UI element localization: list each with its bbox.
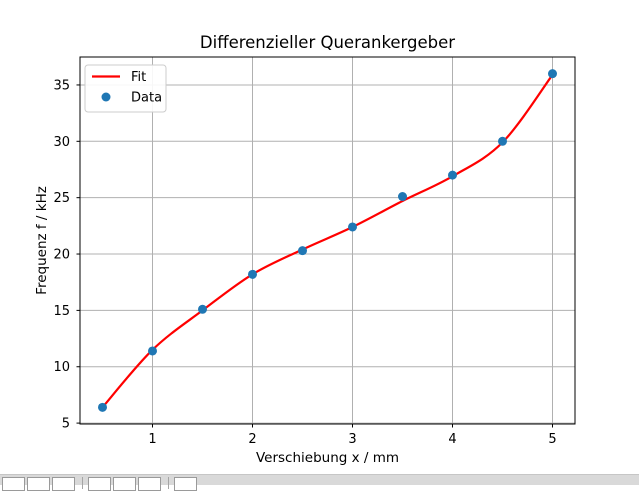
chart-title: Differenzieller Querankergeber [200, 33, 455, 52]
y-tick-label: 30 [53, 135, 70, 150]
toolbar-separator [168, 477, 169, 489]
data-point [548, 69, 557, 79]
y-tick-label: 20 [53, 248, 70, 263]
data-point [398, 192, 407, 202]
y-tick-label: 15 [53, 304, 70, 319]
y-tick-label: 10 [53, 360, 70, 375]
toolbar-separator [82, 477, 83, 489]
legend-label-fit: Fit [131, 70, 146, 85]
y-tick-label: 5 [62, 417, 70, 432]
figure-toolbar [0, 474, 639, 491]
back-button[interactable] [27, 477, 50, 491]
y-tick-label: 25 [53, 191, 70, 206]
data-point [248, 269, 257, 279]
legend: Fit Data [84, 64, 167, 113]
axes-spines [79, 56, 576, 425]
data-point [98, 402, 107, 412]
x-tick-label: 4 [448, 432, 456, 447]
x-tick-label: 5 [548, 432, 556, 447]
x-tick-label: 3 [348, 432, 356, 447]
fit-line [101, 73, 554, 409]
figure-canvas: 1 2 3 4 5 5 10 15 20 25 30 35 Differenzieller Quera… [34, 33, 576, 466]
x-axis-label: Verschiebung x / mm [256, 450, 399, 466]
legend-label-data: Data [131, 91, 162, 106]
data-point [148, 346, 157, 356]
y-tick-label: 35 [53, 78, 70, 93]
plot-svg: 1 2 3 4 5 5 10 15 20 25 30 35 Differenzieller Quera… [34, 33, 576, 466]
data-point [348, 222, 357, 232]
x-tick-label: 1 [148, 432, 156, 447]
pan-button[interactable] [88, 477, 111, 491]
plot-area: 1 2 3 4 5 5 10 15 20 25 30 35 [53, 56, 576, 447]
data-point [498, 136, 507, 146]
x-tick-label: 2 [248, 432, 256, 447]
forward-button[interactable] [52, 477, 75, 491]
data-point [448, 170, 457, 180]
y-axis-label: Frequenz f / kHz [34, 186, 50, 295]
zoom-button[interactable] [113, 477, 136, 491]
configure-subplots-button[interactable] [138, 477, 161, 491]
home-button[interactable] [2, 477, 25, 491]
data-point [298, 246, 307, 256]
legend-data-marker-icon [101, 92, 111, 102]
data-point [198, 304, 207, 314]
save-button[interactable] [174, 477, 197, 491]
